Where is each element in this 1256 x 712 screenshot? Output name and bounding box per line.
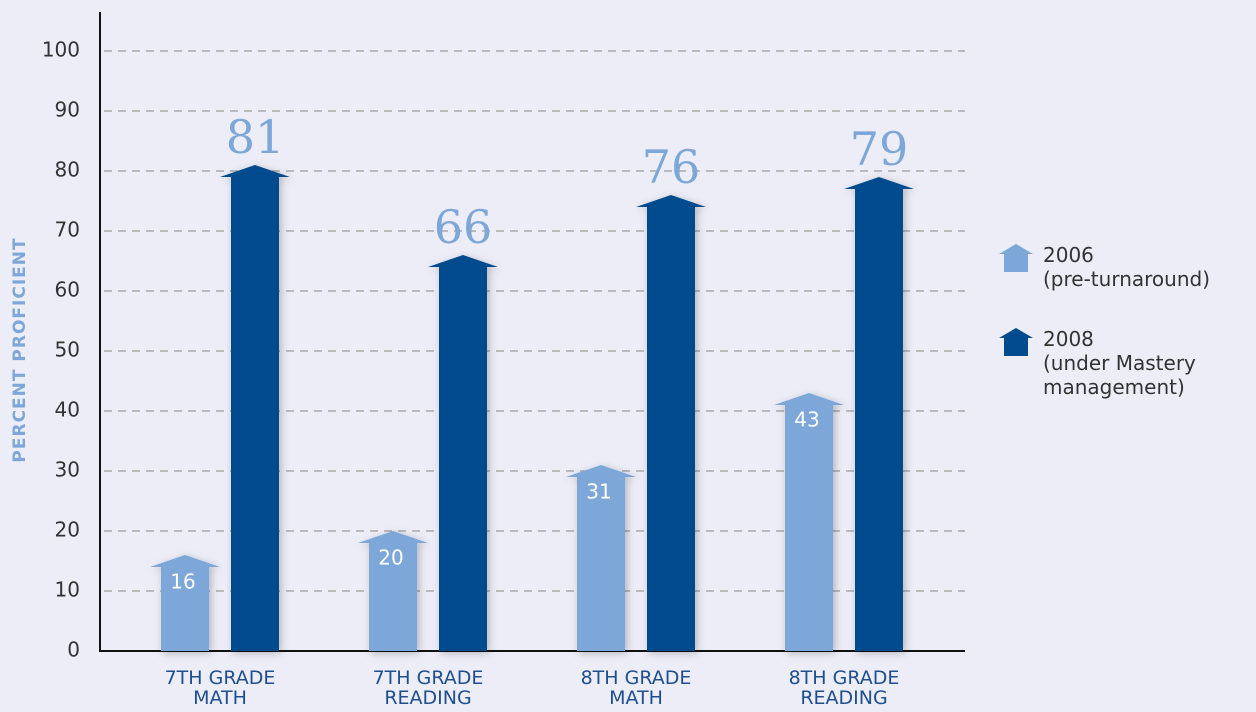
- bar: [844, 177, 914, 651]
- legend-label: 2008 (under Mastery management): [1043, 327, 1196, 399]
- y-tick-label: 60: [55, 278, 80, 302]
- bar: [774, 393, 844, 651]
- y-axis-label: PERCENT PROFICIENT: [10, 237, 30, 462]
- value-label: 20: [378, 546, 403, 570]
- value-label: 66: [434, 200, 493, 254]
- bar: [566, 465, 636, 651]
- y-tick-label: 40: [55, 398, 80, 422]
- y-tick-label: 50: [55, 338, 80, 362]
- value-label: 43: [794, 408, 819, 432]
- value-label: 31: [586, 480, 611, 504]
- x-tick-label: 8TH GRADE READING: [789, 667, 900, 709]
- legend-swatch: [999, 328, 1033, 356]
- y-tick-label: 100: [42, 38, 80, 62]
- x-tick-label: 7TH GRADE MATH: [165, 667, 276, 709]
- legend-label: 2006 (pre-turnaround): [1043, 243, 1210, 291]
- x-tick-label: 8TH GRADE MATH: [581, 667, 692, 709]
- bar: [636, 195, 706, 651]
- y-tick-label: 20: [55, 518, 80, 542]
- value-label: 81: [226, 110, 285, 164]
- y-tick-label: 80: [55, 158, 80, 182]
- bar: [220, 165, 290, 651]
- x-tick-label: 7TH GRADE READING: [373, 667, 484, 709]
- y-tick-label: 10: [55, 578, 80, 602]
- value-label: 79: [850, 122, 909, 176]
- y-tick-label: 0: [67, 638, 80, 662]
- y-tick-label: 70: [55, 218, 80, 242]
- bar: [358, 531, 428, 651]
- y-tick-label: 30: [55, 458, 80, 482]
- value-label: 16: [170, 570, 195, 594]
- bar: [428, 255, 498, 651]
- legend-swatch: [999, 244, 1033, 272]
- bar: [150, 555, 220, 651]
- value-label: 76: [642, 140, 701, 194]
- y-tick-label: 90: [55, 98, 80, 122]
